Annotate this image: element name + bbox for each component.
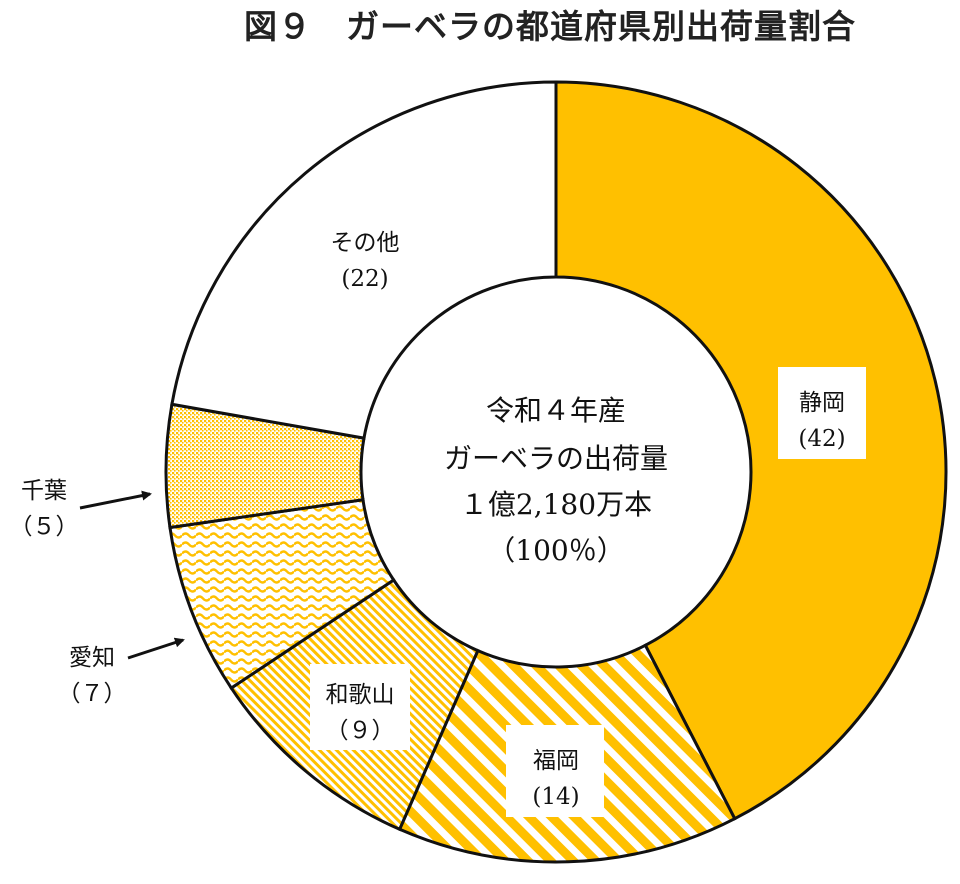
slice-label-name: 愛知 <box>69 645 115 671</box>
center-line-3: １億2,180万本 <box>460 488 652 521</box>
slice-label-name: 福岡 <box>533 748 579 774</box>
slice-5 <box>170 80 558 440</box>
slice-labels-group: 静岡 (42) 福岡 (14) 和歌山 （９） 愛知 （７） 千葉 （５） その他 (22) <box>10 230 866 817</box>
slice-label-value: （７） <box>58 681 127 707</box>
slice-label-bg <box>778 367 866 459</box>
center-line-4: （100％） <box>487 534 624 567</box>
center-line-1: 令和４年産 <box>486 394 626 427</box>
slice-label-name: 和歌山 <box>326 682 395 708</box>
slice-label-name: その他 <box>331 230 400 256</box>
center-line-2: ガーベラの出荷量 <box>444 442 668 475</box>
slice-label-name: 静岡 <box>799 390 845 416</box>
chart-title: 図９ ガーベラの都道府県別出荷量割合 <box>244 7 856 46</box>
slice-label-value: (22) <box>341 266 388 292</box>
leader-arrow <box>79 490 152 510</box>
slice-label-value: (14) <box>532 784 579 810</box>
slice-label-name: 千葉 <box>21 478 67 504</box>
leader-arrow <box>127 637 185 660</box>
slice-0 <box>554 80 948 821</box>
slice-label-value: （５） <box>10 514 79 540</box>
slice-label-bg <box>310 664 410 750</box>
center-label: 令和４年産 ガーベラの出荷量 １億2,180万本 （100％） <box>444 394 668 567</box>
slice-label-value: (42) <box>798 426 845 452</box>
slice-label-bg <box>506 725 604 817</box>
slice-label-value: （９） <box>326 718 395 744</box>
